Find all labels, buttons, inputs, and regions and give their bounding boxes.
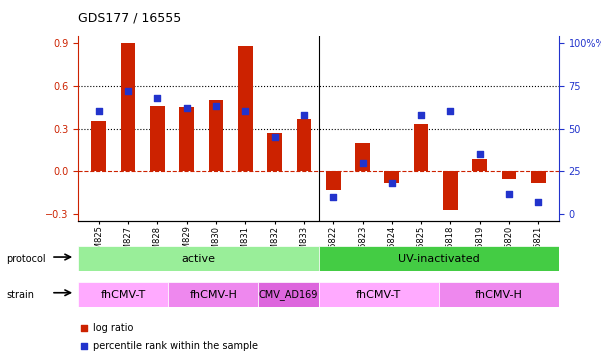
Text: protocol: protocol: [6, 254, 46, 264]
Bar: [531, 171, 546, 183]
FancyBboxPatch shape: [258, 282, 319, 307]
Text: percentile rank within the sample: percentile rank within the sample: [93, 341, 258, 351]
Point: [328, 194, 338, 200]
Bar: [267, 133, 282, 171]
FancyBboxPatch shape: [439, 282, 559, 307]
Point: [358, 160, 367, 166]
Bar: [443, 171, 458, 210]
Point: [270, 134, 279, 140]
Text: strain: strain: [6, 290, 34, 300]
Point: [475, 151, 484, 157]
Point: [153, 95, 162, 101]
Text: CMV_AD169: CMV_AD169: [259, 289, 318, 300]
Text: fhCMV-T: fhCMV-T: [100, 290, 146, 300]
Bar: [179, 107, 194, 171]
Text: fhCMV-H: fhCMV-H: [189, 290, 237, 300]
Text: log ratio: log ratio: [93, 323, 133, 333]
Bar: [121, 43, 135, 171]
FancyBboxPatch shape: [78, 246, 319, 271]
Point: [534, 199, 543, 205]
Point: [299, 112, 309, 118]
Text: GDS177 / 16555: GDS177 / 16555: [78, 12, 182, 25]
Bar: [355, 143, 370, 171]
Text: active: active: [182, 254, 215, 264]
FancyBboxPatch shape: [168, 282, 258, 307]
FancyBboxPatch shape: [78, 282, 168, 307]
Bar: [296, 119, 311, 171]
FancyBboxPatch shape: [319, 282, 439, 307]
Point: [211, 104, 221, 109]
Point: [79, 343, 89, 349]
Point: [416, 112, 426, 118]
Point: [123, 88, 133, 94]
Bar: [150, 106, 165, 171]
Bar: [502, 171, 516, 178]
Bar: [385, 171, 399, 183]
Point: [182, 105, 191, 111]
Point: [387, 181, 397, 186]
Bar: [414, 124, 429, 171]
Bar: [91, 121, 106, 171]
Bar: [238, 46, 252, 171]
Bar: [326, 171, 341, 190]
Point: [94, 109, 103, 114]
Point: [240, 109, 250, 114]
Text: UV-inactivated: UV-inactivated: [398, 254, 480, 264]
FancyBboxPatch shape: [319, 246, 559, 271]
Bar: [472, 159, 487, 171]
Bar: [209, 100, 223, 171]
Text: fhCMV-H: fhCMV-H: [475, 290, 523, 300]
Point: [504, 191, 514, 196]
Point: [79, 326, 89, 331]
Point: [446, 109, 456, 114]
Text: fhCMV-T: fhCMV-T: [356, 290, 401, 300]
